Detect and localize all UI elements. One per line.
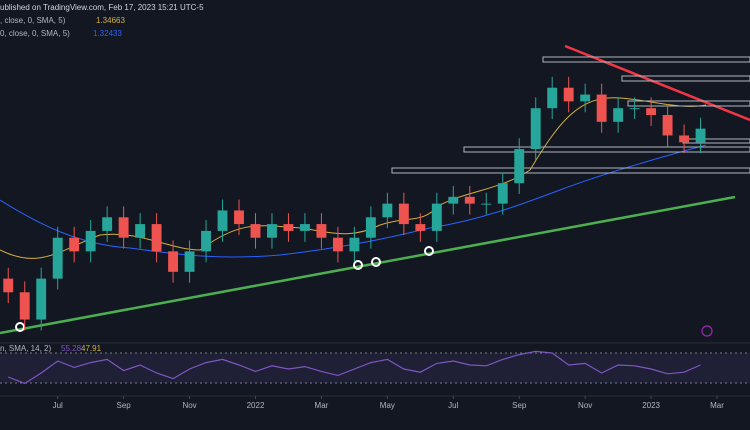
publish-info: ublished on TradingView.com, Feb 17, 202…: [0, 3, 204, 12]
ma-legend: 0, close, 0, SMA, 5): [0, 29, 70, 38]
candle-body: [135, 224, 146, 238]
level-box: [621, 75, 750, 82]
event-icon[interactable]: [701, 325, 713, 337]
touch-marker: [15, 322, 25, 332]
candle-body: [69, 237, 80, 252]
rsi-line: [7, 350, 701, 385]
candle-body: [662, 115, 673, 136]
level-box: [542, 56, 750, 63]
x-tick-label: 2022: [247, 401, 265, 410]
level-box: [463, 146, 750, 153]
candle-body: [3, 278, 14, 293]
candle-body: [217, 210, 228, 231]
x-tick-label: Mar: [710, 401, 724, 410]
rsi-value: 55.28: [61, 344, 82, 353]
candle-body: [448, 196, 459, 204]
rsi-ma-value: 47.91: [81, 344, 102, 353]
resistance-trendline: [564, 44, 750, 122]
x-tick-label: Jul: [448, 401, 458, 410]
candle-body: [563, 87, 574, 102]
candle-body: [118, 217, 129, 238]
candle-body: [464, 196, 475, 204]
candle-body: [580, 94, 591, 102]
ma-legend: , close, 0, SMA, 5): [0, 16, 66, 25]
candle-body: [201, 230, 211, 252]
candle-body: [85, 230, 96, 252]
touch-marker: [371, 257, 381, 267]
x-tick-label: Jul: [53, 401, 63, 410]
candle-body: [184, 251, 195, 272]
candle-body: [398, 203, 409, 225]
candle-body: [168, 251, 179, 272]
candle-body: [36, 278, 47, 320]
candle-body: [431, 203, 442, 231]
candle-body: [530, 108, 541, 150]
touch-marker: [353, 260, 363, 270]
touch-marker: [424, 246, 434, 256]
x-tick-label: Mar: [315, 401, 329, 410]
candle-body: [234, 210, 244, 225]
x-tick-label: Sep: [512, 401, 527, 410]
candle-body: [102, 217, 113, 231]
level-box: [391, 167, 750, 174]
ma-value: 1.34663: [96, 16, 125, 25]
support-trendline: [0, 195, 736, 335]
candle-body: [695, 128, 706, 143]
x-tick-label: 2023: [642, 401, 660, 410]
candle-body: [300, 224, 310, 231]
rsi-band: [0, 353, 750, 383]
candle-body: [497, 183, 508, 204]
x-tick-label: Nov: [182, 401, 196, 410]
level-box: [627, 100, 750, 107]
rsi-legend: n, SMA, 14, 2): [0, 344, 51, 353]
candle-body: [332, 237, 343, 252]
candle-body: [596, 94, 607, 122]
candle-body: [679, 135, 690, 143]
x-tick-label: Sep: [117, 401, 132, 410]
x-tick-label: May: [380, 401, 395, 410]
x-tick-label: Nov: [578, 401, 592, 410]
candle-body: [629, 108, 640, 110]
candle-body: [382, 203, 393, 218]
candle-body: [481, 203, 492, 205]
candle-body: [547, 87, 558, 109]
candle-body: [415, 224, 426, 231]
ma-value: 1.32433: [93, 29, 122, 38]
candle-body: [613, 108, 624, 122]
candle-body: [250, 224, 261, 238]
candle-body: [19, 292, 30, 320]
candle-body: [316, 224, 327, 238]
candle-body: [646, 108, 657, 115]
candle-body: [151, 224, 162, 252]
candle-body: [267, 224, 277, 238]
candle-body: [283, 224, 294, 231]
candle-body: [349, 237, 360, 252]
candle-body: [365, 217, 376, 238]
candle-body: [52, 237, 63, 279]
candle-body: [514, 149, 525, 184]
